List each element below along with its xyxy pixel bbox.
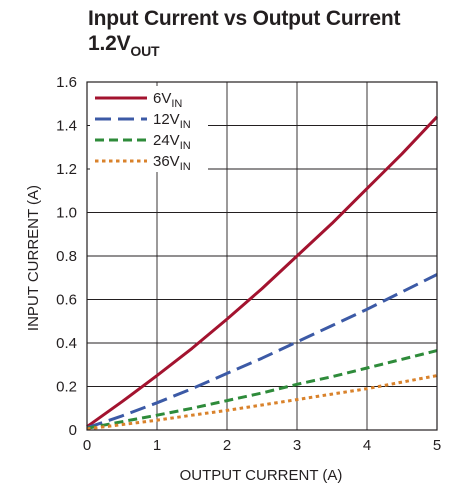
y-tick-label: 0 xyxy=(69,422,77,439)
x-tick-label: 4 xyxy=(363,437,371,454)
chart-title-line1: Input Current vs Output Current xyxy=(88,7,401,30)
y-tick-label: 0.2 xyxy=(56,379,77,396)
series-lines xyxy=(86,115,439,431)
x-axis-label: OUTPUT CURRENT (A) xyxy=(180,467,343,484)
chart-title-line2-subscript: OUT xyxy=(130,43,160,59)
y-tick-label: 1.4 xyxy=(56,118,77,135)
y-tick-labels: 0 0.2 0.4 0.6 0.8 1.0 1.2 1.4 1.6 xyxy=(56,74,77,439)
x-tick-label: 1 xyxy=(153,437,161,454)
y-tick-label: 1.2 xyxy=(56,161,77,178)
y-tick-label: 1.0 xyxy=(56,205,77,222)
y-tick-label: 1.6 xyxy=(56,74,77,91)
series-line-6v xyxy=(86,115,439,428)
x-tick-label: 3 xyxy=(293,437,301,454)
y-tick-label: 0.4 xyxy=(56,335,77,352)
x-tick-labels: 0 1 2 3 4 5 xyxy=(83,437,441,454)
chart-title: Input Current vs Output Current 1.2VOUT xyxy=(88,6,401,59)
y-axis-label: INPUT CURRENT (A) xyxy=(25,185,42,331)
y-tick-label: 0.8 xyxy=(56,248,77,265)
series-line-12v xyxy=(86,273,438,430)
series-line-36v xyxy=(86,374,438,431)
x-tick-label: 2 xyxy=(223,437,231,454)
legend-background xyxy=(90,86,208,172)
y-tick-label: 0.6 xyxy=(56,292,77,309)
plot-frame xyxy=(86,81,438,431)
chart-title-line2: 1.2V xyxy=(88,32,131,55)
series-line-24v xyxy=(86,349,438,430)
x-tick-label: 5 xyxy=(433,437,441,454)
x-tick-label: 0 xyxy=(83,437,91,454)
